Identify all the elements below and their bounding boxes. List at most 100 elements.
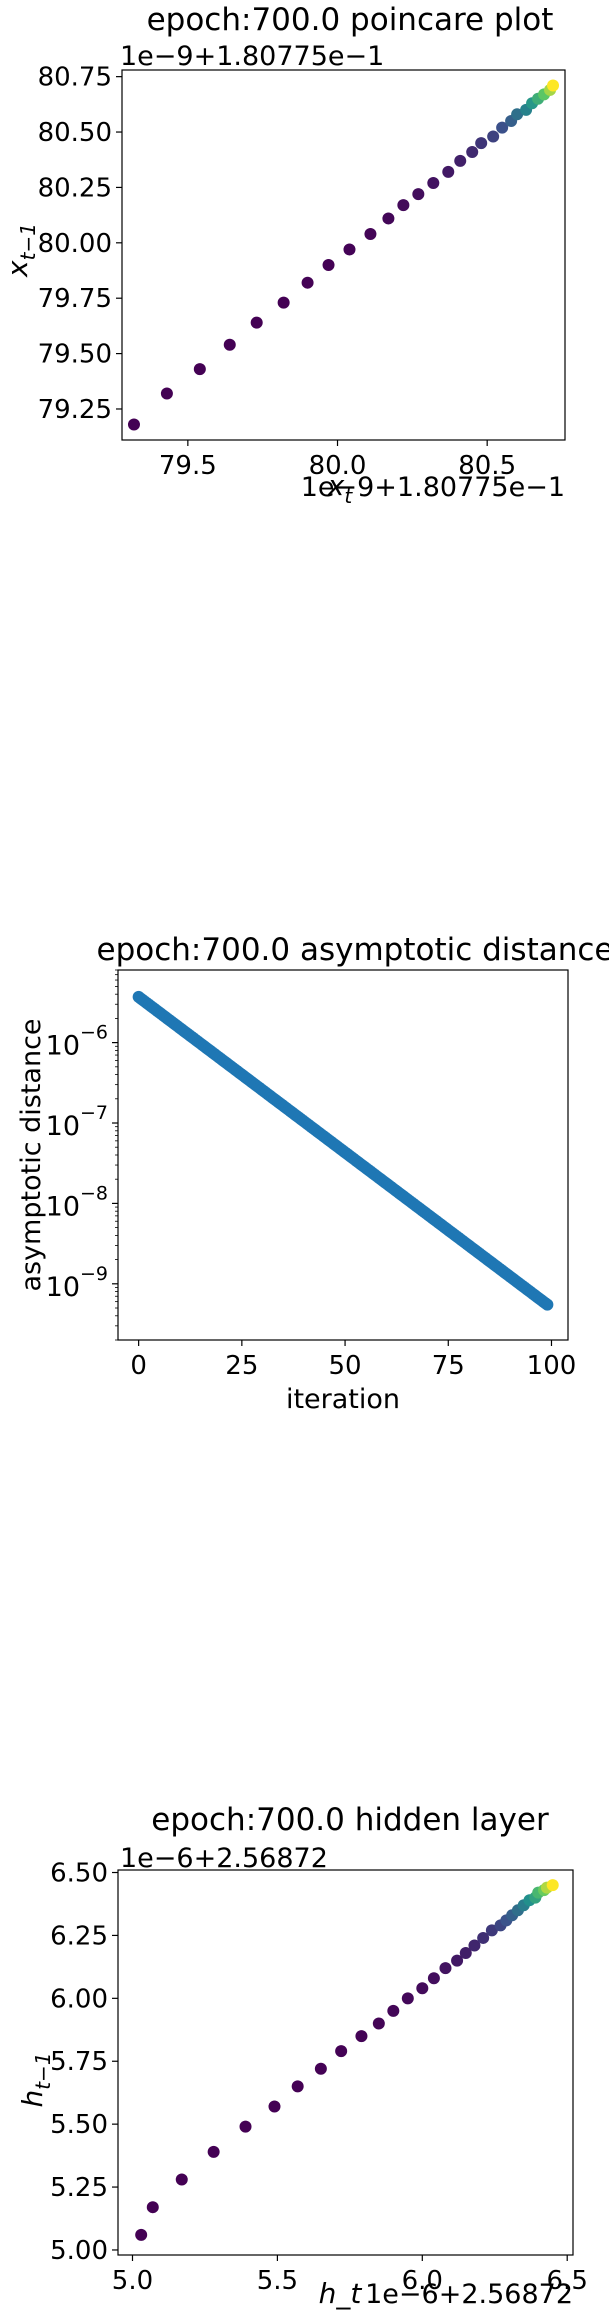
x-tick-label: 75 [432,1351,465,1381]
data-point [427,1972,440,1985]
data-point [175,2173,188,2186]
data-point [343,243,356,256]
data-point [451,1954,464,1967]
data-point [454,154,467,167]
y-tick-label: 79.50 [38,340,112,370]
data-point [475,137,488,150]
data-point [466,145,479,158]
y-axis-label: asymptotic distance [16,1018,47,1291]
y-tick-label: 80.25 [38,173,112,203]
data-point [146,2201,159,2214]
data-point [160,387,173,400]
x-tick-label: 5.0 [112,2266,153,2296]
y-tick-label: 10 [46,1031,80,1062]
data-point [511,108,524,121]
data-point [477,1931,490,1944]
y-tick-label: 80.00 [38,229,112,259]
asymptotic-distance-plot: epoch:700.0 asymptotic distance 10−610−7… [16,932,609,1415]
x-tick-label: 6.5 [547,2266,588,2296]
data-point [496,121,509,134]
y-tick-label: 79.25 [38,395,112,425]
x-ticks: 0 25 50 75 100 [130,1340,576,1381]
data-point [135,2228,148,2241]
data-point [193,363,206,376]
x-ticks: 79.5 80.0 80.5 [159,440,516,481]
x-ticks: 5.0 5.5 6.0 6.5 [112,2255,588,2296]
data-point [459,1947,472,1960]
data-point [416,1982,429,1995]
data-point [335,2045,348,2058]
data-point [442,165,455,178]
plot-area [117,1869,574,2256]
plot-area [121,69,566,441]
y-ticks: 5.00 5.25 5.50 5.75 6.00 6.25 6.50 [50,1859,118,2266]
y-tick-exponent: −7 [80,1102,108,1124]
hidden-layer-plot: epoch:700.0 hidden layer 1e−6+2.56872 5.… [16,1802,588,2310]
data-point [387,2004,400,2017]
data-points [127,79,560,431]
y-tick-exponent: −8 [80,1182,108,1204]
poincare-plot: epoch:700.0 poincare plot 1e−9+1.80775e−… [1,2,566,508]
data-point [322,258,335,271]
x-tick-label: 100 [527,1351,577,1381]
y-axis-label: ht−1 [16,2052,55,2107]
data-point [239,2120,252,2133]
y-offset-label: 1e−9+1.80775e−1 [120,41,384,72]
chart-title: epoch:700.0 poincare plot [147,2,554,38]
x-tick-label: 80.0 [309,451,367,481]
data-point [401,1992,414,2005]
y-tick-label: 6.50 [50,1859,108,1889]
data-points [132,990,554,1311]
data-point [364,227,377,240]
data-point [291,2080,304,2093]
y-tick-label: 5.00 [50,2236,108,2266]
data-point [546,1879,559,1892]
x-axis-label: iteration [286,1384,400,1415]
x-offset-label: 1e−9+1.80775e−1 [301,472,565,503]
data-point [439,1962,452,1975]
y-tick-label: 79.75 [38,284,112,314]
data-point [485,1924,498,1937]
chart-title: epoch:700.0 hidden layer [151,1802,549,1838]
x-tick-label: 50 [329,1351,362,1381]
data-point [412,188,425,201]
y-tick-label: 80.75 [38,63,112,93]
data-point [427,176,440,189]
x-axis-label: h_t [319,2277,363,2310]
x-offset-label: 1e−6+2.56872 [365,2279,573,2310]
data-point [547,79,560,92]
y-tick-exponent: −9 [80,1263,108,1285]
data-point [301,276,314,289]
data-point [468,1939,481,1952]
y-offset-label: 1e−6+2.56872 [120,1843,328,1874]
x-tick-label: 6.0 [402,2266,443,2296]
data-point [541,1298,554,1311]
data-point [487,130,500,143]
y-tick-label: 6.25 [50,1921,108,1951]
y-tick-label: 6.00 [50,1984,108,2014]
y-ticks: 10−610−710−810−9 [46,969,118,1341]
y-tick-label: 10 [46,1191,80,1222]
x-tick-label: 25 [225,1351,258,1381]
y-tick-label: 5.50 [50,2110,108,2140]
data-point [250,316,263,329]
chart-title: epoch:700.0 asymptotic distance [97,932,609,968]
data-point [127,418,140,431]
y-tick-exponent: −6 [80,1022,108,1044]
y-tick-label: 10 [46,1111,80,1142]
data-point [372,2017,385,2030]
y-axis-label: xt−1 [1,223,40,278]
x-tick-label: 79.5 [159,451,217,481]
data-point [277,296,290,309]
data-point [207,2145,220,2158]
y-tick-label: 5.25 [50,2173,108,2203]
data-point [268,2100,281,2113]
x-tick-label: 80.5 [458,451,516,481]
y-tick-label: 10 [46,1272,80,1303]
y-tick-label: 80.50 [38,118,112,148]
x-tick-label: 5.5 [257,2266,298,2296]
data-point [397,199,410,212]
data-point [355,2030,368,2043]
data-point [382,212,395,225]
